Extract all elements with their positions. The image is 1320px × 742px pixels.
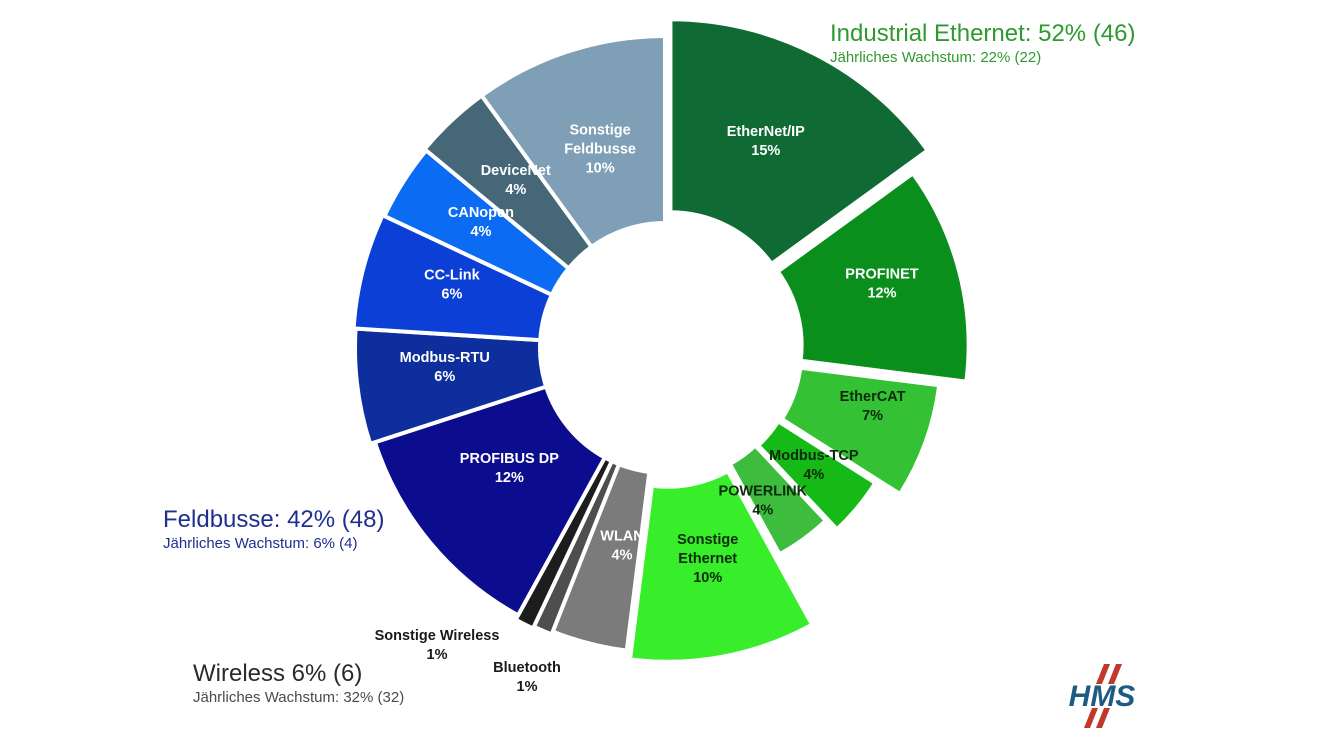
logo-text: HMS bbox=[1069, 680, 1136, 713]
group-growth-wireless: Jährliches Wachstum: 32% (32) bbox=[193, 689, 405, 706]
logo-bars-icon bbox=[1084, 664, 1122, 728]
group-title-feldbusse: Feldbusse: 42% (48) bbox=[163, 506, 385, 533]
slice-label-sonstige-wireless: Sonstige Wireless 1% bbox=[375, 628, 500, 663]
slice-value-wlan: 4% bbox=[612, 548, 633, 564]
slice-label-canopen: CANopen 4% bbox=[448, 205, 514, 240]
slice-ethercat bbox=[779, 365, 942, 497]
slice-label-powerlink: POWERLINK 4% bbox=[718, 484, 807, 519]
slice-value-devicenet: 4% bbox=[505, 182, 526, 198]
slice-sonstige-ethernet bbox=[628, 469, 815, 664]
slice-label-ethernet-ip: EtherNet/IP 15% bbox=[727, 124, 805, 159]
slice-value-sonstige-wireless: 1% bbox=[427, 647, 448, 663]
slice-value-profinet: 12% bbox=[867, 285, 896, 301]
slice-value-canopen: 4% bbox=[470, 224, 491, 240]
hms-logo: HMS bbox=[1069, 664, 1136, 728]
slice-value-sonstige-feldbusse: 10% bbox=[586, 160, 615, 176]
slice-label-devicenet: DeviceNet 4% bbox=[481, 163, 551, 198]
group-growth-feldbusse: Jährliches Wachstum: 6% (4) bbox=[163, 535, 358, 552]
slice-value-cc-link: 6% bbox=[441, 286, 462, 302]
group-label-feldbusse: Feldbusse: 42% (48) Jährliches Wachstum:… bbox=[163, 506, 384, 554]
slice-label-modbus-rtu: Modbus-RTU 6% bbox=[400, 350, 490, 385]
slice-label-modbus-tcp: Modbus-TCP 4% bbox=[769, 448, 859, 483]
slice-label-ethercat: EtherCAT 7% bbox=[840, 389, 906, 424]
group-title-wireless: Wireless 6% (6) bbox=[193, 660, 363, 687]
slice-value-modbus-tcp: 4% bbox=[803, 467, 824, 483]
slice-powerlink bbox=[727, 443, 828, 557]
slice-value-sonstige-ethernet: 10% bbox=[693, 570, 722, 586]
group-label-industrial-ethernet: Industrial Ethernet: 52% (46) Jährliches… bbox=[830, 20, 1136, 68]
group-growth-industrial-ethernet: Jährliches Wachstum: 22% (22) bbox=[830, 49, 1042, 66]
slice-value-bluetooth: 1% bbox=[517, 679, 538, 695]
group-label-wireless: Wireless 6% (6) Jährliches Wachstum: 32%… bbox=[193, 660, 404, 708]
slice-label-sonstige-feldbusse: Sonstige Feldbusse 10% bbox=[564, 122, 636, 176]
slice-label-profinet: PROFINET 12% bbox=[845, 266, 918, 301]
slice-label-cc-link: CC-Link 6% bbox=[424, 267, 481, 302]
slice-label-sonstige-ethernet: Sonstige Ethernet 10% bbox=[677, 532, 738, 586]
slice-sonstige-feldbusse bbox=[479, 34, 667, 249]
slice-profinet bbox=[775, 171, 971, 384]
slice-label-profibus-dp: PROFIBUS DP 12% bbox=[460, 451, 559, 486]
slice-value-profibus-dp: 12% bbox=[495, 470, 524, 486]
slice-value-ethernet-ip: 15% bbox=[751, 143, 780, 159]
group-title-industrial-ethernet: Industrial Ethernet: 52% (46) bbox=[830, 20, 1136, 47]
slice-label-wlan: WLAN 4% bbox=[600, 529, 644, 564]
slice-value-modbus-rtu: 6% bbox=[434, 369, 455, 385]
slice-modbus-tcp bbox=[756, 419, 878, 532]
slice-ethernet-ip bbox=[668, 17, 930, 266]
slice-label-bluetooth: Bluetooth 1% bbox=[493, 660, 561, 695]
slice-value-ethercat: 7% bbox=[862, 408, 883, 424]
slice-profibus-dp bbox=[372, 384, 607, 618]
slice-value-powerlink: 4% bbox=[752, 503, 773, 519]
